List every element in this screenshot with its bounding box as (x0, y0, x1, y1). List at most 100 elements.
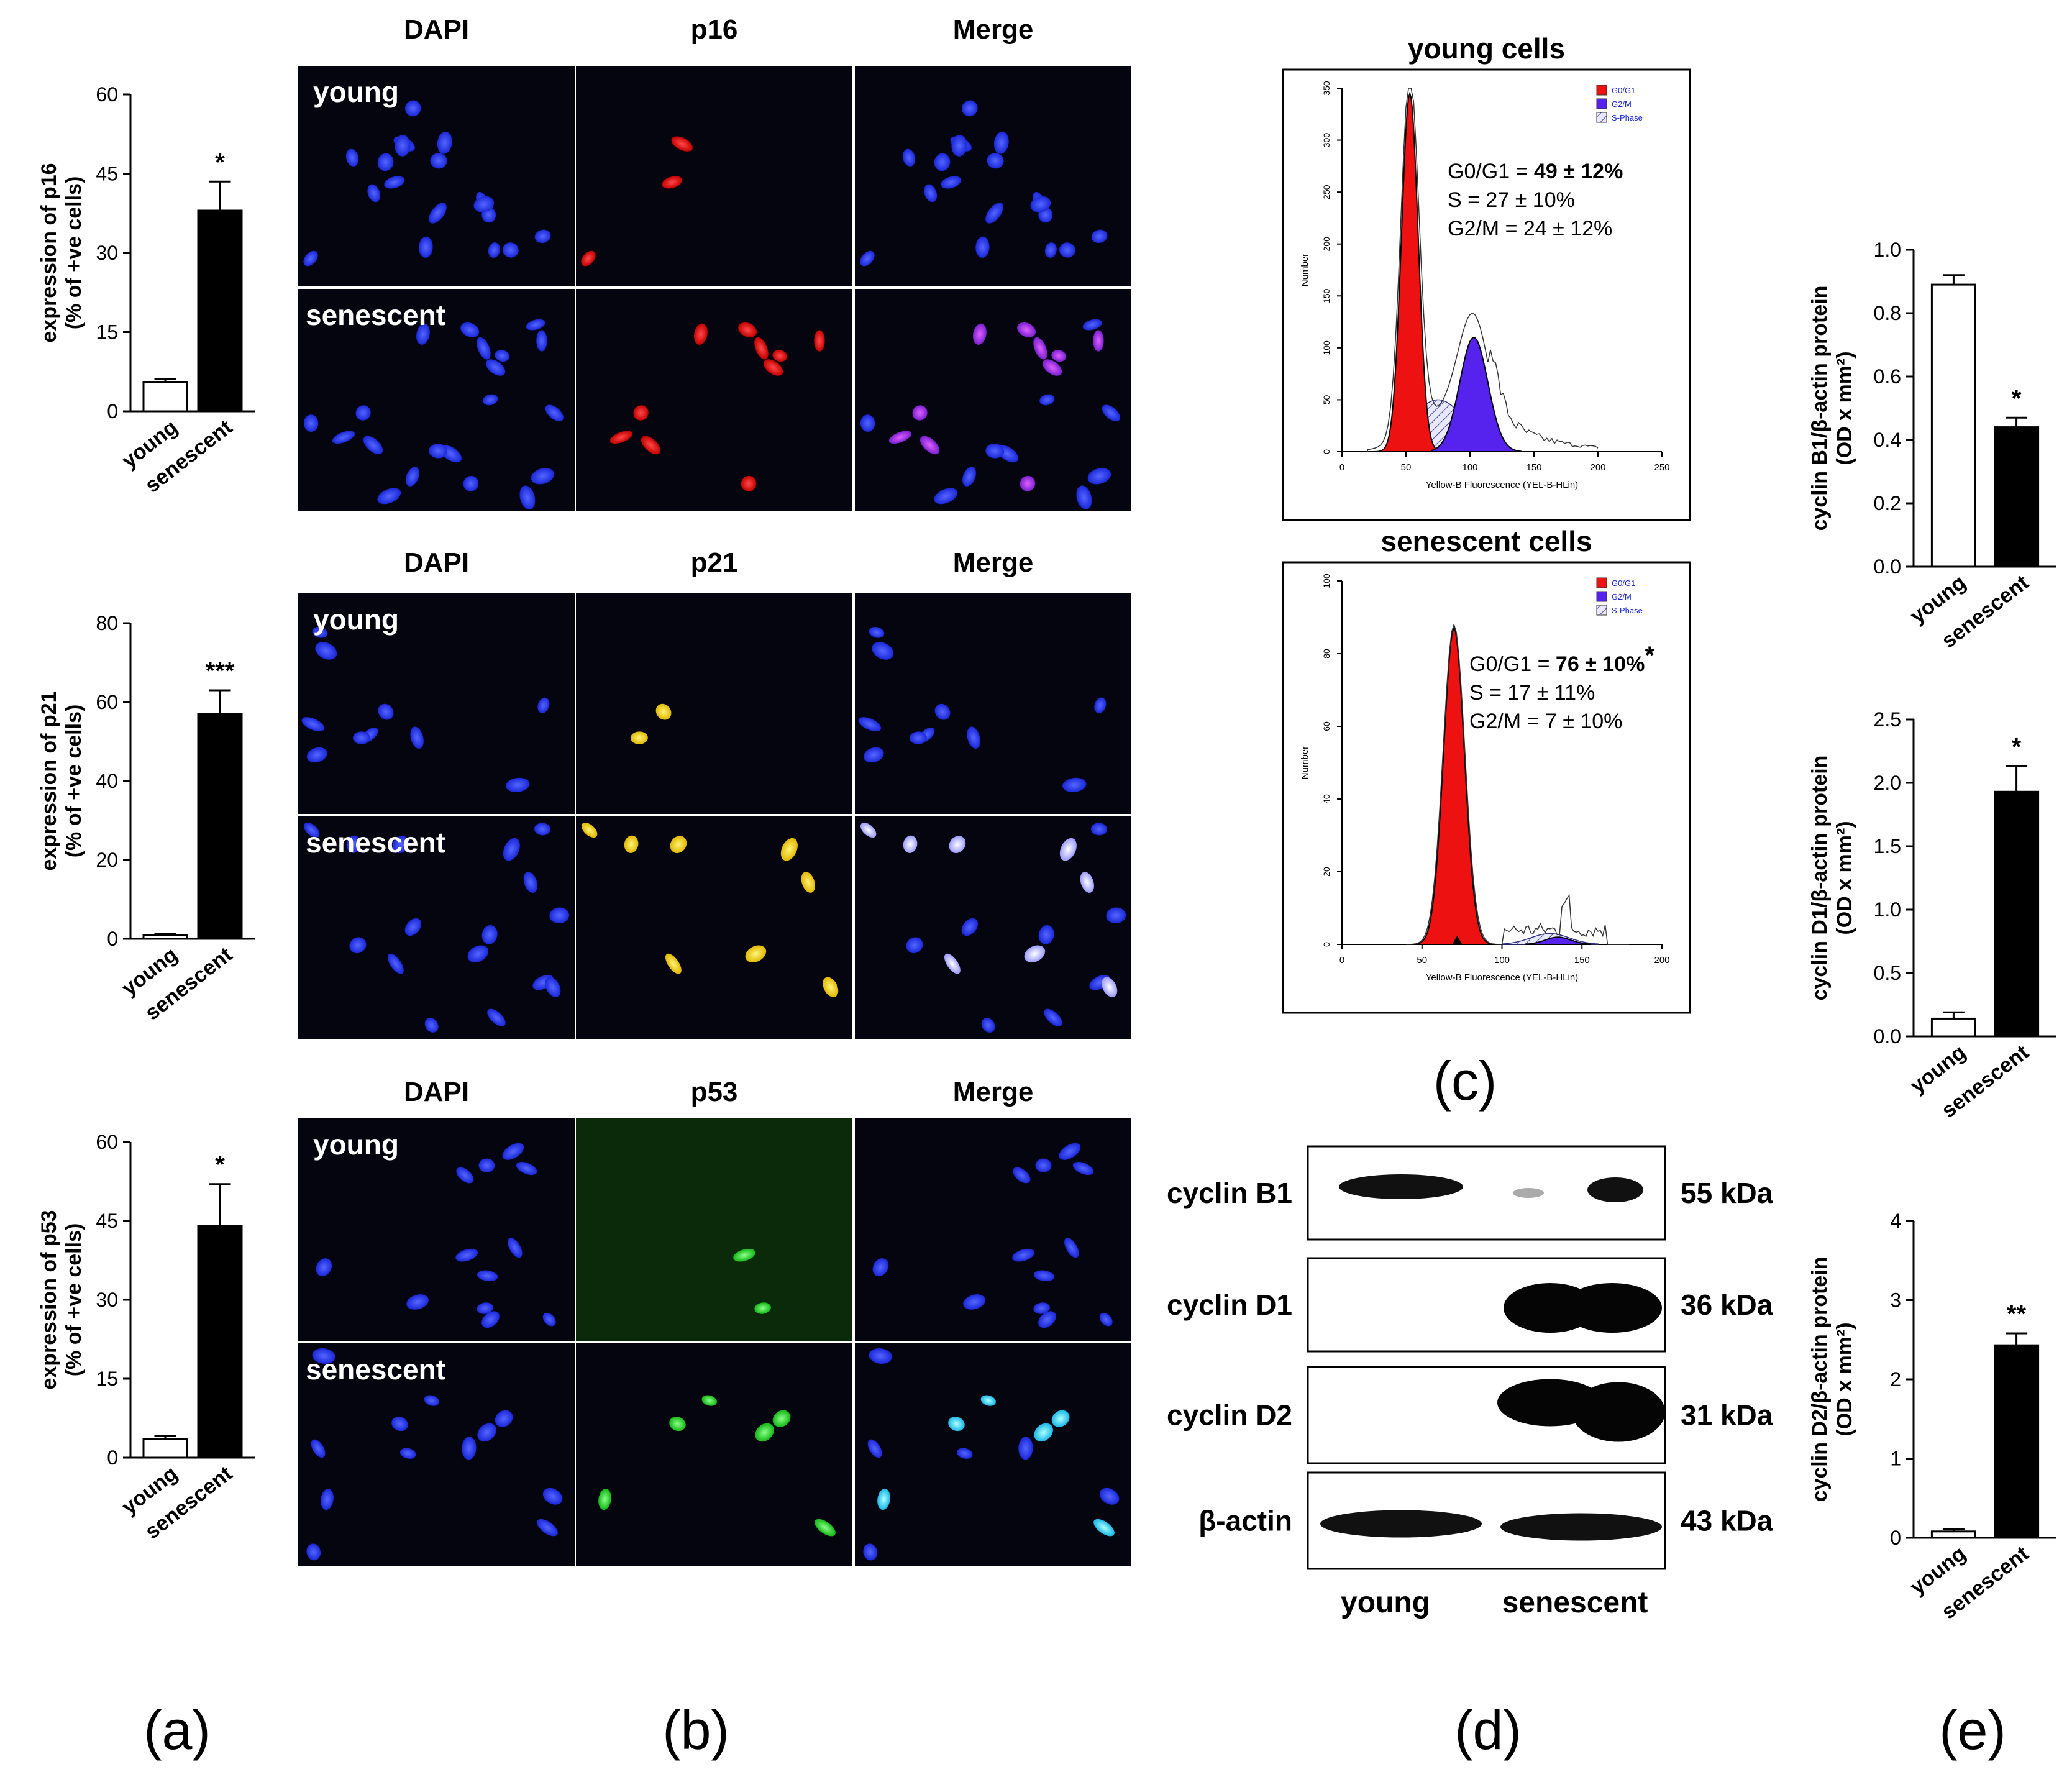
cell-nucleus (693, 323, 708, 345)
y-tick-label: 100 (1321, 340, 1331, 355)
cell-nucleus (961, 100, 978, 117)
y-axis-label-line: cyclin B1/β-actin protein (1808, 286, 1832, 531)
micrograph-panel (855, 816, 1131, 1039)
cell-nucleus (503, 838, 520, 861)
condition-label: young (313, 1128, 399, 1161)
y-tick-label: 2.5 (1874, 708, 1901, 731)
cell-nucleus (877, 1488, 890, 1510)
y-tick-label: 0 (1321, 449, 1331, 454)
cell-nucleus (312, 626, 328, 638)
cell-nucleus (963, 1294, 985, 1310)
x-tick-label: 150 (1526, 462, 1541, 473)
legend-swatch (1596, 85, 1607, 96)
legend-swatch (1596, 591, 1607, 602)
cell-nucleus (410, 726, 424, 749)
cell-nucleus (1020, 475, 1036, 491)
cell-nucleus (534, 229, 551, 244)
histogram-title: senescent cells (1381, 525, 1592, 557)
micrograph-panel (298, 593, 575, 814)
micrograph-panel (576, 1118, 852, 1341)
cell-nucleus (542, 1312, 556, 1327)
cell-nucleus (481, 1311, 500, 1328)
cell-nucleus (306, 747, 327, 763)
cell-nucleus (1091, 229, 1108, 244)
g2m-peak (1525, 936, 1591, 945)
stat-label: G0/G1 = (1469, 652, 1556, 676)
y-axis-label: cyclin B1/β-actin protein(OD x mm²) (1808, 286, 1856, 531)
cell-nucleus (920, 436, 940, 455)
microscopy-row: DAPI p53 Merge young senescent (298, 1077, 1131, 1566)
y-axis-label-line: (% of +ve cells) (62, 705, 86, 858)
panel-letter: (c) (1433, 1050, 1497, 1112)
cell-nucleus (424, 1395, 439, 1406)
molecular-weight-label: 36 kDa (1681, 1289, 1773, 1321)
cell-nucleus (395, 135, 411, 157)
significance-marker: * (1645, 642, 1654, 669)
band (1339, 1174, 1463, 1199)
cell-nucleus (993, 131, 1009, 154)
micrograph-panel (576, 593, 852, 814)
bar (197, 1225, 243, 1459)
cell-nucleus (772, 350, 788, 362)
legend-label: S-Phase (1612, 113, 1643, 122)
micrograph-panel (855, 1343, 1131, 1566)
cell-nucleus (416, 323, 430, 345)
y-tick-label: 15 (96, 321, 118, 344)
cell-nucleus (934, 703, 951, 720)
cell-nucleus (1072, 1161, 1094, 1176)
y-axis-label-line: (OD x mm²) (1833, 821, 1856, 934)
microscopy-row: DAPI p16 Merge young senescent (298, 14, 1131, 511)
legend-label: G0/G1 (1612, 578, 1635, 588)
cell-nucleus (860, 822, 877, 838)
cell-nucleus (1024, 945, 1046, 963)
y-tick-label: 30 (96, 1289, 118, 1311)
bar (142, 934, 188, 940)
cell-nucleus (1102, 977, 1118, 997)
y-axis-label: cyclin D2/β-actin protein(OD x mm²) (1808, 1257, 1856, 1502)
lane-label: young (1341, 1586, 1430, 1619)
cell-nucleus (869, 1348, 892, 1364)
cell-nucleus (1064, 1237, 1079, 1258)
cell-nucleus (633, 405, 649, 421)
cell-nucleus (780, 838, 798, 861)
cell-nucleus (486, 359, 506, 376)
significance-marker: * (2012, 385, 2022, 412)
cell-nucleus (906, 937, 923, 954)
cell-nucleus (467, 945, 489, 963)
cell-nucleus (1017, 322, 1036, 337)
legend-label: G2/M (1612, 592, 1632, 601)
panel-letter: (b) (662, 1699, 729, 1761)
cell-nucleus (962, 467, 976, 487)
cell-nucleus (944, 953, 961, 974)
cell-nucleus (1038, 1311, 1056, 1328)
y-axis-label: expression of p16(% of +ve cells) (37, 163, 86, 342)
cell-nucleus (909, 731, 927, 744)
stat-s-phase: S = 17 ± 11% (1469, 681, 1595, 705)
cell-nucleus (975, 236, 990, 258)
band (1513, 1188, 1544, 1198)
condition-label: young (313, 603, 399, 636)
lane-label: senescent (1502, 1586, 1648, 1619)
cell-nucleus (406, 467, 419, 487)
cell-nucleus (1035, 1158, 1052, 1172)
y-axis-label-line: (% of +ve cells) (62, 1223, 86, 1377)
cell-nucleus (1018, 1437, 1033, 1460)
cell-nucleus (1044, 242, 1057, 258)
legend-label: G2/M (1612, 99, 1632, 109)
legend-label: S-Phase (1612, 606, 1643, 615)
y-tick-label: 350 (1321, 81, 1331, 96)
cell-nucleus (483, 394, 498, 406)
cell-nucleus (377, 153, 394, 171)
cell-nucleus (1033, 337, 1047, 360)
cell-nucleus (1033, 1270, 1055, 1282)
significance-marker: ** (2007, 1300, 2027, 1328)
significance-marker: * (2012, 733, 2022, 761)
micrograph-panel (576, 1343, 852, 1566)
y-axis-label: Number (1300, 746, 1310, 779)
cell-nucleus (754, 337, 769, 360)
cell-nucleus (487, 1008, 506, 1026)
x-tick-label: 50 (1417, 955, 1427, 966)
cell-nucleus (429, 443, 448, 459)
y-tick-label: 1 (1890, 1448, 1901, 1470)
